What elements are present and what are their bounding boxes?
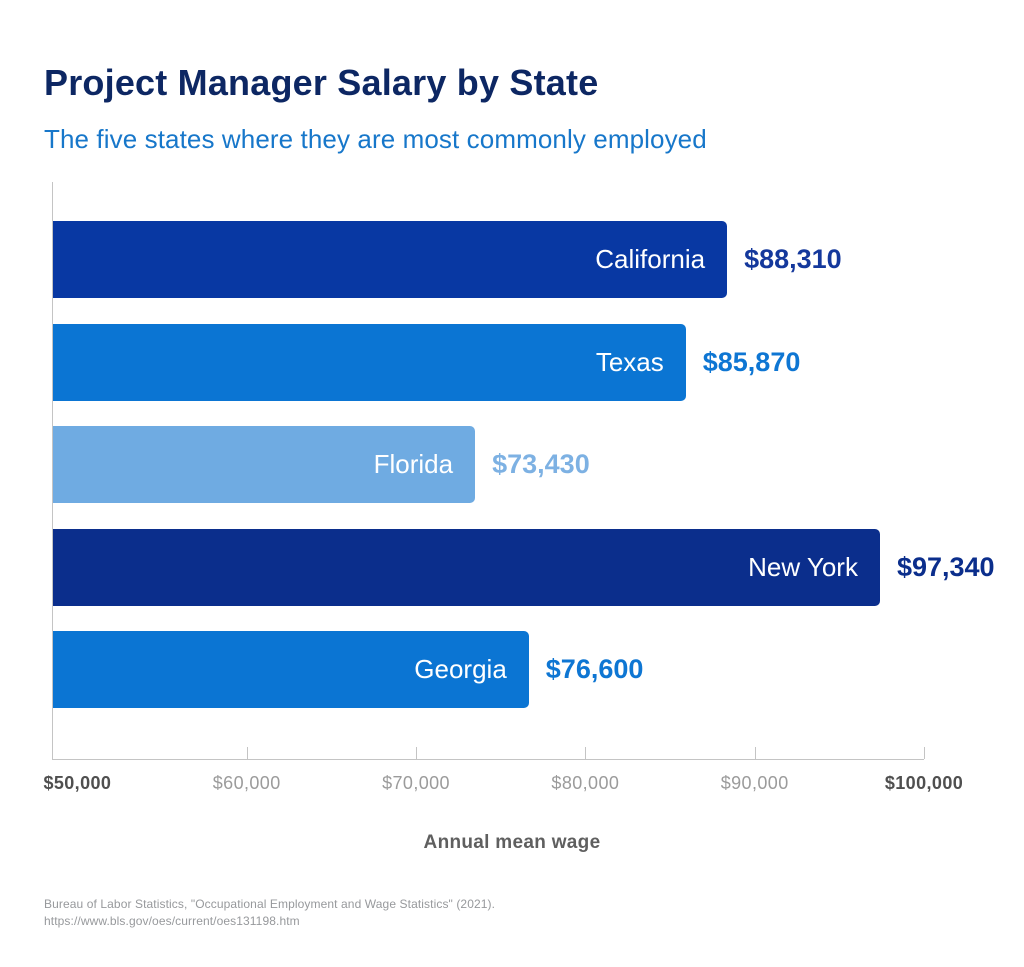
bar-value-new-york: $97,340 <box>896 551 995 582</box>
source-citation: Bureau of Labor Statistics, "Occupationa… <box>44 896 495 930</box>
x-axis-title: Annual mean wage <box>423 832 601 853</box>
bar-label-california: California <box>595 244 706 274</box>
x-tick-100000 <box>924 747 925 759</box>
bar-label-florida: Florida <box>373 449 454 479</box>
y-axis-line <box>52 182 53 760</box>
bar-label-texas: Texas <box>595 346 664 377</box>
bar-california: California <box>53 221 728 298</box>
x-axis-line <box>52 759 924 760</box>
source-line-1: Bureau of Labor Statistics, "Occupationa… <box>44 897 496 911</box>
page-subtitle: The five states where they are most comm… <box>44 124 707 154</box>
bar-florida: Florida <box>53 426 476 503</box>
bar-value-georgia: $76,600 <box>545 654 644 684</box>
bar-value-florida: $73,430 <box>492 449 590 479</box>
x-tick-70000 <box>416 747 418 759</box>
source-url: https://www.bls.gov/oes/current/oes13119… <box>44 914 300 928</box>
x-tick-label-80000: $80,000 <box>551 773 620 793</box>
x-tick-60000 <box>246 747 248 759</box>
x-tick-label-100000: $100,000 <box>884 773 964 793</box>
page-title: Project Manager Salary by State <box>44 62 599 103</box>
bar-value-california: $88,310 <box>744 244 842 274</box>
bar-texas: Texas <box>53 323 686 401</box>
x-tick-label-60000: $60,000 <box>212 773 281 793</box>
x-tick-90000 <box>754 747 756 759</box>
bar-georgia: Georgia <box>53 631 529 708</box>
x-tick-label-90000: $90,000 <box>720 773 789 793</box>
x-tick-label-70000: $70,000 <box>382 773 450 793</box>
bar-new-york: New York <box>53 528 880 606</box>
x-axis-tick-labels: $50,000 $60,000 $70,000 $80,000 $90,000 $100,… <box>43 773 962 797</box>
bar-label-georgia: Georgia <box>414 654 507 684</box>
x-tick-label-50000: $50,000 <box>43 773 112 793</box>
bar-label-new-york: New York <box>748 551 858 582</box>
x-tick-80000 <box>585 747 587 759</box>
bar-value-texas: $85,870 <box>702 346 801 377</box>
bar-chart-plot-area: California $88,310 Texas $85,870 Florida $73,… <box>52 182 995 760</box>
